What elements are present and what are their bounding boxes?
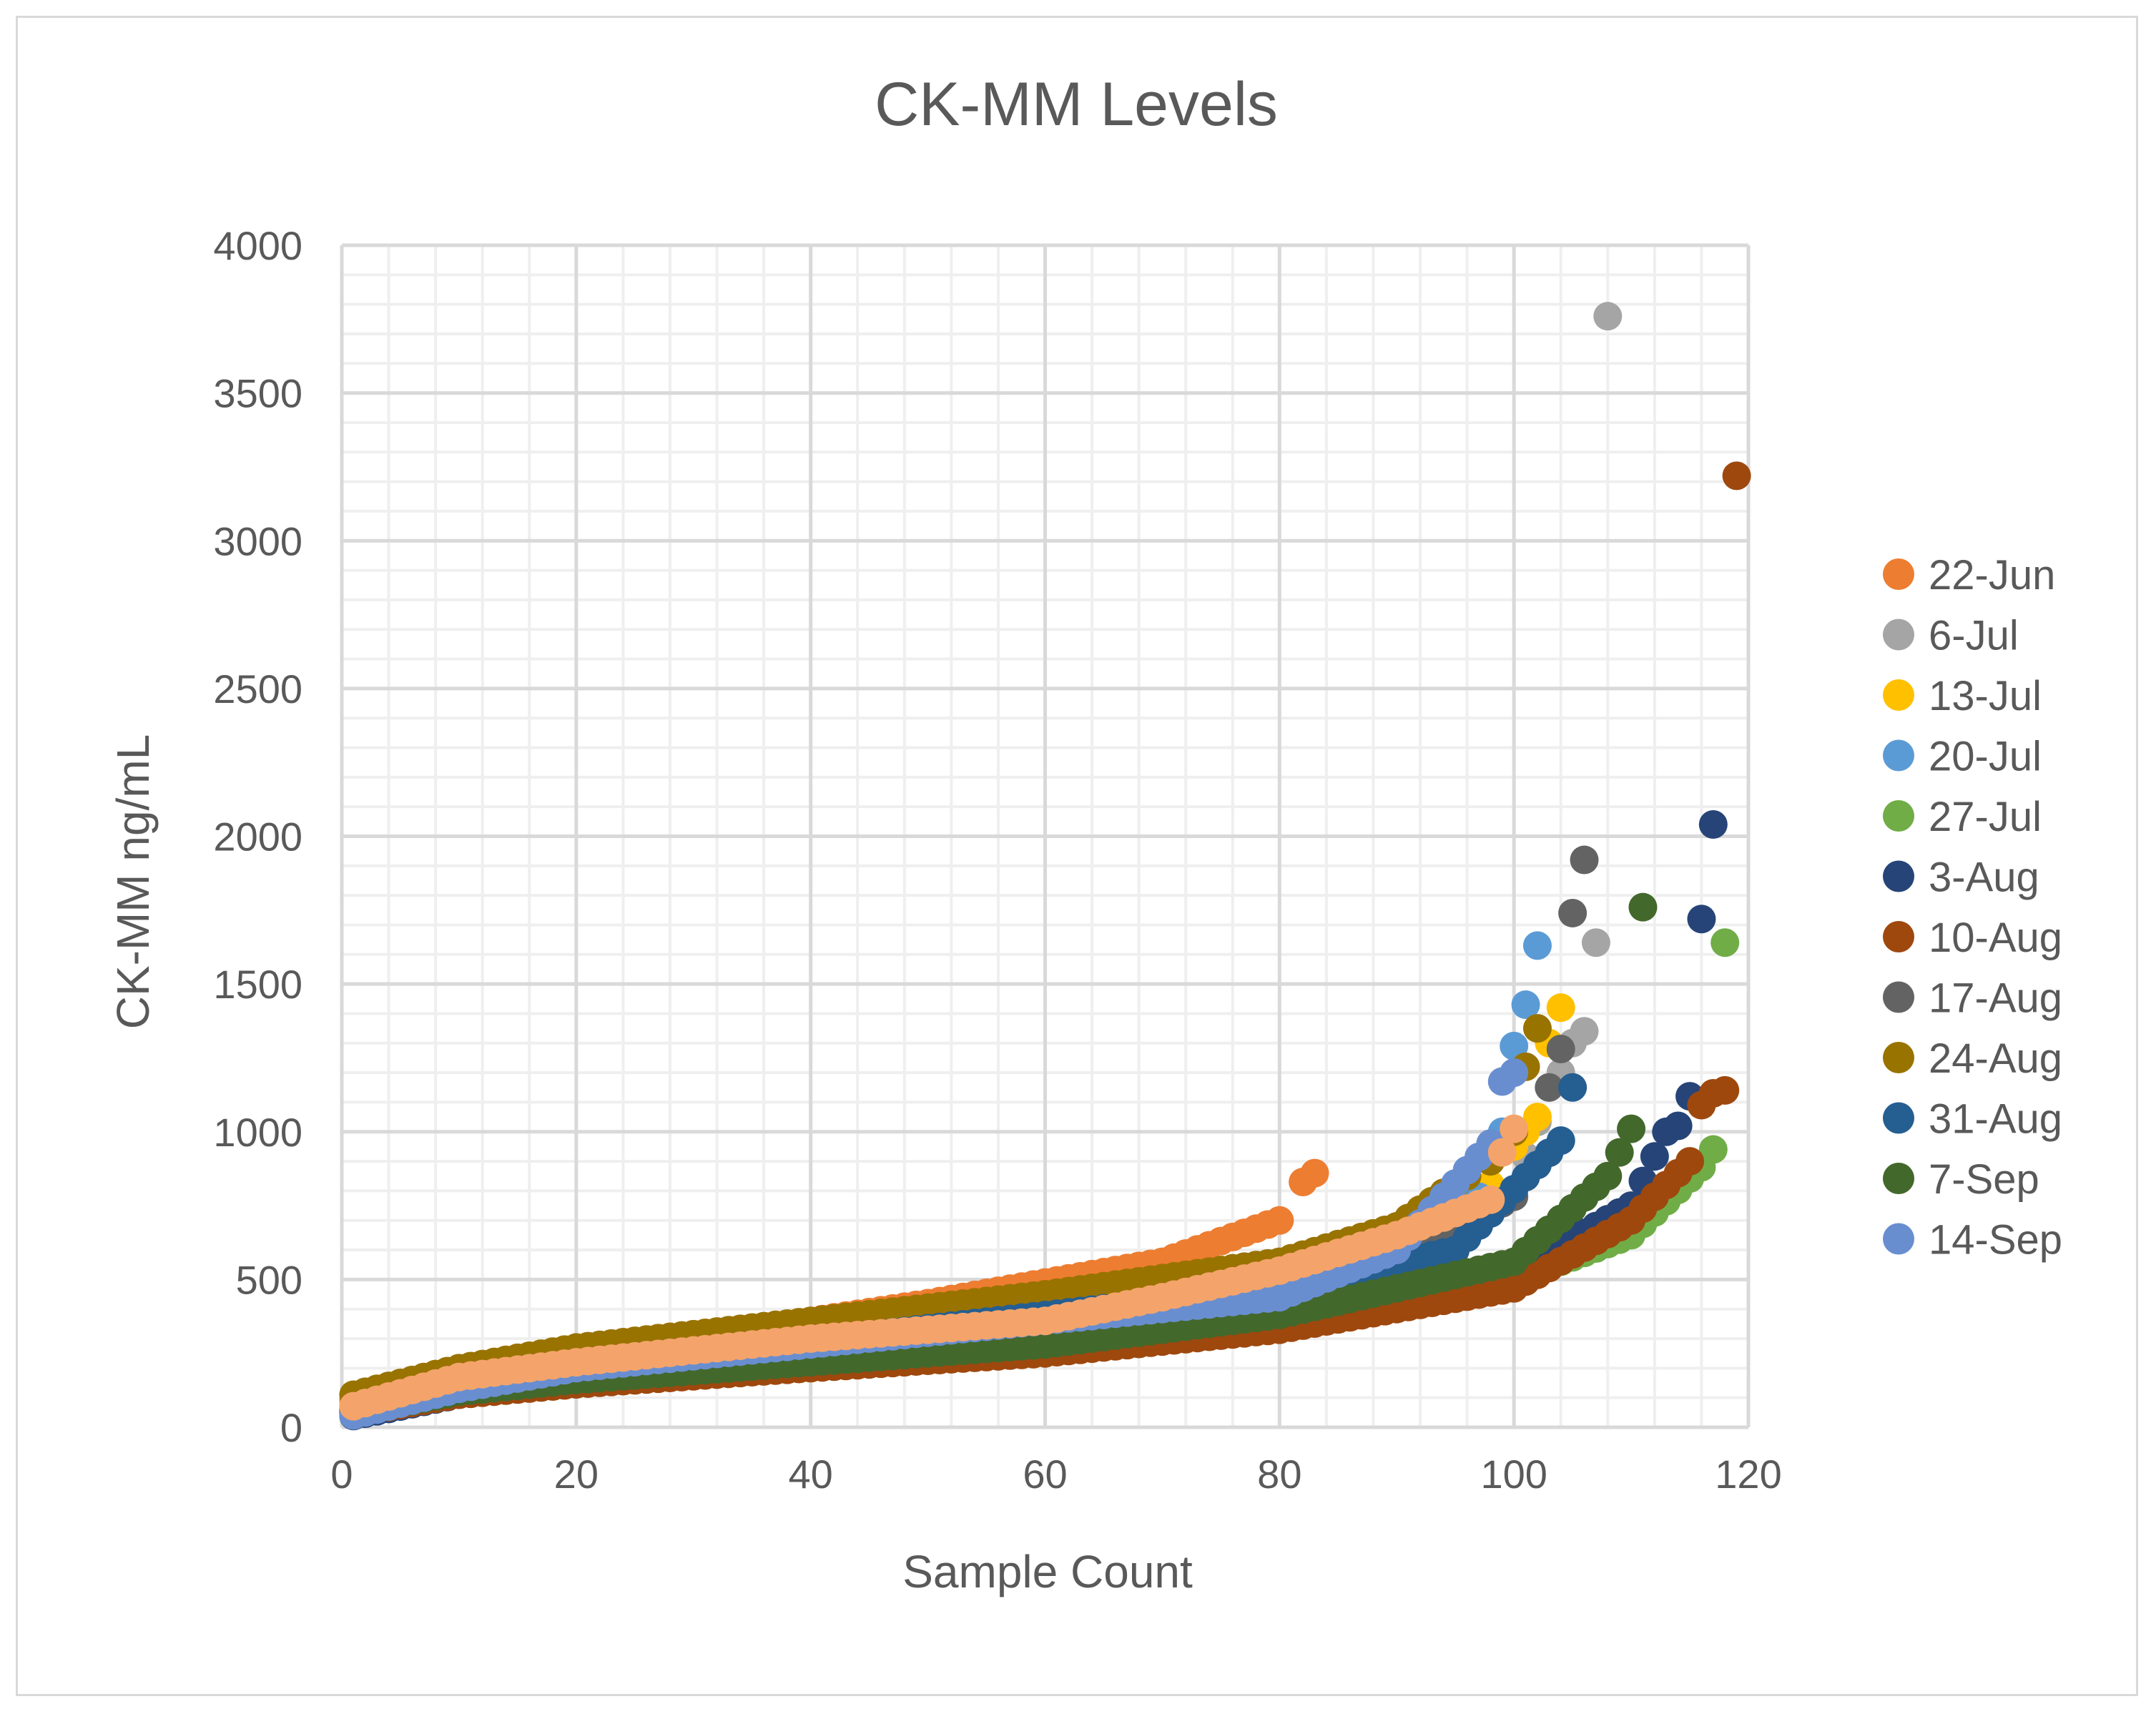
- legend-marker: [1883, 619, 1914, 651]
- legend-marker: [1883, 800, 1914, 832]
- x-tick-label: 100: [1480, 1452, 1547, 1497]
- data-point: [1593, 1161, 1623, 1191]
- legend-marker: [1883, 1102, 1914, 1134]
- data-point: [1570, 1017, 1599, 1046]
- data-point: [1522, 931, 1552, 960]
- legend-item: 13-Jul: [1883, 673, 2042, 719]
- data-point: [1265, 1206, 1294, 1235]
- x-tick-label: 0: [330, 1452, 353, 1497]
- legend-marker: [1883, 1223, 1914, 1255]
- legend-label: 13-Jul: [1929, 673, 2042, 719]
- y-tick-label: 4000: [213, 223, 302, 268]
- x-tick-label: 20: [554, 1452, 599, 1497]
- legend-item: 6-Jul: [1883, 613, 2019, 659]
- legend-marker: [1883, 921, 1914, 952]
- x-tick-label: 80: [1257, 1452, 1301, 1497]
- data-point: [1710, 928, 1740, 957]
- data-point: [1710, 1075, 1740, 1105]
- x-axis-label: Sample Count: [902, 1546, 1193, 1597]
- y-tick-label: 3500: [213, 371, 302, 416]
- data-point: [1687, 905, 1716, 934]
- legend-marker: [1883, 679, 1914, 711]
- y-tick-label: 1500: [213, 962, 302, 1007]
- series-extra-12: [339, 1114, 1529, 1421]
- data-point: [1698, 1135, 1728, 1164]
- legend-marker: [1883, 1163, 1914, 1194]
- y-tick-label: 1000: [213, 1110, 302, 1155]
- x-tick-label: 40: [789, 1452, 833, 1497]
- data-point: [1476, 1185, 1505, 1214]
- data-point: [1500, 1114, 1529, 1143]
- y-tick-label: 0: [280, 1405, 302, 1450]
- data-point: [1722, 461, 1751, 491]
- legend-label: 17-Aug: [1929, 975, 2062, 1022]
- legend-label: 3-Aug: [1929, 854, 2039, 901]
- y-tick-label: 3000: [213, 518, 302, 563]
- legend-item: 24-Aug: [1883, 1035, 2062, 1082]
- data-point: [1522, 1014, 1552, 1043]
- legend-label: 6-Jul: [1929, 613, 2019, 659]
- legend: 22-Jun 6-Jul 13-Jul 20-Jul 27-Jul 3-Aug 10-Aug…: [1883, 552, 2062, 1264]
- data-point: [1663, 1111, 1693, 1141]
- legend-label: 24-Aug: [1929, 1035, 2062, 1082]
- chart-frame: 0 20 40 60 80 100 120 0 500 1000 1500 2000 2500 3000 3…: [16, 16, 2138, 1696]
- y-tick-label: 2500: [213, 666, 302, 711]
- legend-item: 22-Jun: [1883, 552, 2055, 599]
- data-point: [1522, 1103, 1552, 1132]
- legend-label: 31-Aug: [1929, 1096, 2062, 1143]
- data-point: [1675, 1147, 1705, 1176]
- legend-label: 7-Sep: [1929, 1156, 2039, 1203]
- data-point: [1487, 1138, 1517, 1167]
- data-point: [1546, 1035, 1575, 1064]
- data-point: [1581, 928, 1610, 957]
- data-point: [1593, 302, 1623, 331]
- legend-marker: [1883, 860, 1914, 892]
- data-point: [1500, 1058, 1529, 1088]
- legend-marker: [1883, 739, 1914, 772]
- x-tick-label: 60: [1023, 1452, 1067, 1497]
- data-point: [1558, 898, 1588, 927]
- chart-title: CK-MM Levels: [875, 70, 1278, 139]
- legend-marker: [1883, 1042, 1914, 1073]
- scatter-chart: 0 20 40 60 80 100 120 0 500 1000 1500 2000 2500 3000 3…: [107, 70, 2062, 1597]
- legend-label: 27-Jul: [1929, 794, 2042, 840]
- x-tick-label: 120: [1715, 1452, 1781, 1497]
- legend-label: 10-Aug: [1929, 915, 2062, 961]
- legend-item: 10-Aug: [1883, 915, 2062, 961]
- legend-item: 7-Sep: [1883, 1156, 2039, 1203]
- legend-item: 17-Aug: [1883, 975, 2062, 1022]
- data-point: [1546, 993, 1575, 1023]
- legend-marker: [1883, 558, 1914, 590]
- legend-item: 31-Aug: [1883, 1096, 2062, 1143]
- data-point: [1570, 845, 1599, 875]
- legend-item: 27-Jul: [1883, 794, 2042, 840]
- data-point: [1605, 1138, 1634, 1167]
- legend-item: 20-Jul: [1883, 734, 2042, 780]
- y-axis-label: CK-MM ng/mL: [107, 734, 159, 1030]
- legend-label: 22-Jun: [1929, 552, 2055, 599]
- legend-item: 14-Sep: [1883, 1217, 2062, 1264]
- y-tick-label: 2000: [213, 814, 302, 860]
- legend-label: 14-Sep: [1929, 1217, 2062, 1264]
- data-point: [1698, 809, 1728, 839]
- data-point: [1628, 892, 1658, 922]
- y-tick-label: 500: [236, 1257, 302, 1302]
- data-point: [1546, 1126, 1575, 1156]
- data-point: [1511, 990, 1540, 1020]
- data-point: [1300, 1158, 1329, 1188]
- data-point: [1640, 1142, 1669, 1171]
- data-point: [1617, 1114, 1646, 1143]
- data-point: [1558, 1073, 1588, 1102]
- legend-marker: [1883, 981, 1914, 1013]
- legend-item: 3-Aug: [1883, 854, 2039, 901]
- axes: 0 20 40 60 80 100 120 0 500 1000 1500 2000 2500 3000 3…: [213, 223, 1781, 1497]
- data-marks: [339, 302, 1751, 1431]
- data-point: [1535, 1073, 1564, 1102]
- legend-label: 20-Jul: [1929, 734, 2042, 780]
